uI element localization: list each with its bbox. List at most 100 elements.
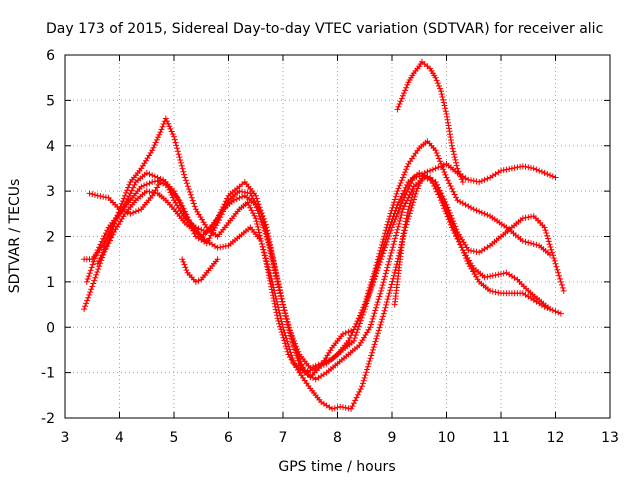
data-point-marker xyxy=(440,202,447,209)
data-point-marker xyxy=(522,214,529,221)
data-point-marker xyxy=(221,205,228,212)
data-point-marker xyxy=(282,343,289,350)
data-point-marker xyxy=(401,171,407,178)
data-point-marker xyxy=(276,283,283,290)
data-point-marker xyxy=(159,123,166,130)
data-point-marker xyxy=(544,171,551,178)
data-point-marker xyxy=(399,209,406,216)
data-point-marker xyxy=(401,224,408,231)
data-point-marker xyxy=(443,201,450,208)
data-point-marker xyxy=(409,194,415,201)
data-point-marker xyxy=(403,166,410,173)
data-point-marker xyxy=(280,304,287,311)
data-point-marker xyxy=(438,91,445,98)
data-point-marker xyxy=(387,284,394,291)
data-point-marker xyxy=(104,227,111,234)
data-point-marker xyxy=(84,276,91,282)
data-point-marker xyxy=(476,179,483,185)
data-point-marker xyxy=(278,329,285,336)
data-point-marker xyxy=(274,312,280,319)
data-point-marker xyxy=(253,218,260,225)
data-point-marker xyxy=(552,308,559,315)
data-point-marker xyxy=(143,170,150,176)
data-point-marker xyxy=(101,239,108,246)
data-point-marker xyxy=(115,209,122,216)
data-point-marker xyxy=(393,264,400,271)
data-point-marker xyxy=(528,240,534,247)
data-point-marker xyxy=(511,164,518,171)
data-point-marker xyxy=(385,227,392,234)
data-point-marker xyxy=(404,197,410,204)
data-point-marker xyxy=(384,264,391,271)
data-point-marker xyxy=(404,188,410,195)
data-point-marker xyxy=(271,260,277,267)
data-point-marker xyxy=(149,147,156,154)
data-point-marker xyxy=(177,202,184,209)
data-point-marker xyxy=(217,244,224,251)
data-point-marker xyxy=(355,323,362,330)
data-point-marker xyxy=(383,233,390,240)
data-point-marker xyxy=(398,199,405,206)
data-point-marker xyxy=(94,247,101,254)
data-point-marker xyxy=(85,294,92,301)
data-point-marker xyxy=(416,170,423,176)
data-point-marker xyxy=(267,277,274,284)
data-point-marker xyxy=(446,219,453,225)
data-point-marker xyxy=(294,350,301,357)
data-point-marker xyxy=(402,221,409,228)
data-point-marker xyxy=(441,205,448,212)
data-point-marker xyxy=(368,352,375,359)
data-point-marker xyxy=(151,142,158,149)
data-point-marker xyxy=(146,180,153,187)
data-point-marker xyxy=(399,92,406,99)
data-point-marker xyxy=(368,283,375,290)
data-point-marker xyxy=(394,201,401,208)
data-point-marker xyxy=(397,202,404,209)
data-point-marker xyxy=(506,166,513,172)
data-point-marker xyxy=(455,168,462,175)
data-point-marker xyxy=(541,224,548,231)
data-point-marker xyxy=(442,208,449,215)
data-point-marker xyxy=(389,244,396,251)
data-point-marker xyxy=(94,269,101,275)
data-point-marker xyxy=(123,189,129,196)
y-tick-label: -1 xyxy=(41,366,55,382)
data-point-marker xyxy=(484,211,491,218)
data-point-marker xyxy=(389,247,395,254)
data-point-marker xyxy=(547,172,554,179)
data-point-marker xyxy=(173,193,180,200)
data-point-marker xyxy=(182,264,189,271)
data-point-marker xyxy=(100,242,107,249)
data-point-marker xyxy=(91,255,98,262)
data-point-marker xyxy=(165,120,172,127)
data-point-marker xyxy=(214,219,221,226)
data-point-marker xyxy=(87,289,94,296)
data-point-marker xyxy=(447,221,454,228)
data-point-marker xyxy=(376,293,383,300)
data-point-marker xyxy=(195,225,202,232)
data-point-marker xyxy=(281,337,288,344)
data-point-marker xyxy=(453,232,459,239)
data-point-marker xyxy=(357,317,364,324)
data-point-marker xyxy=(85,273,92,280)
x-tick-label: 13 xyxy=(601,430,619,446)
data-point-marker xyxy=(379,282,386,289)
data-point-marker xyxy=(287,327,293,334)
data-point-marker xyxy=(342,329,349,336)
data-point-marker xyxy=(450,227,457,234)
data-point-marker xyxy=(436,187,443,194)
data-point-marker xyxy=(452,223,459,230)
data-point-marker xyxy=(178,159,184,166)
data-point-marker xyxy=(177,157,184,163)
data-point-marker xyxy=(439,193,446,200)
data-point-marker xyxy=(396,217,403,224)
y-tick-label: 4 xyxy=(46,139,55,155)
data-point-marker xyxy=(427,176,434,183)
data-point-marker xyxy=(442,105,449,112)
data-point-marker xyxy=(370,313,377,320)
data-point-marker xyxy=(429,166,436,173)
data-point-marker xyxy=(119,198,126,205)
data-point-marker xyxy=(399,233,406,240)
data-point-marker xyxy=(189,197,196,204)
